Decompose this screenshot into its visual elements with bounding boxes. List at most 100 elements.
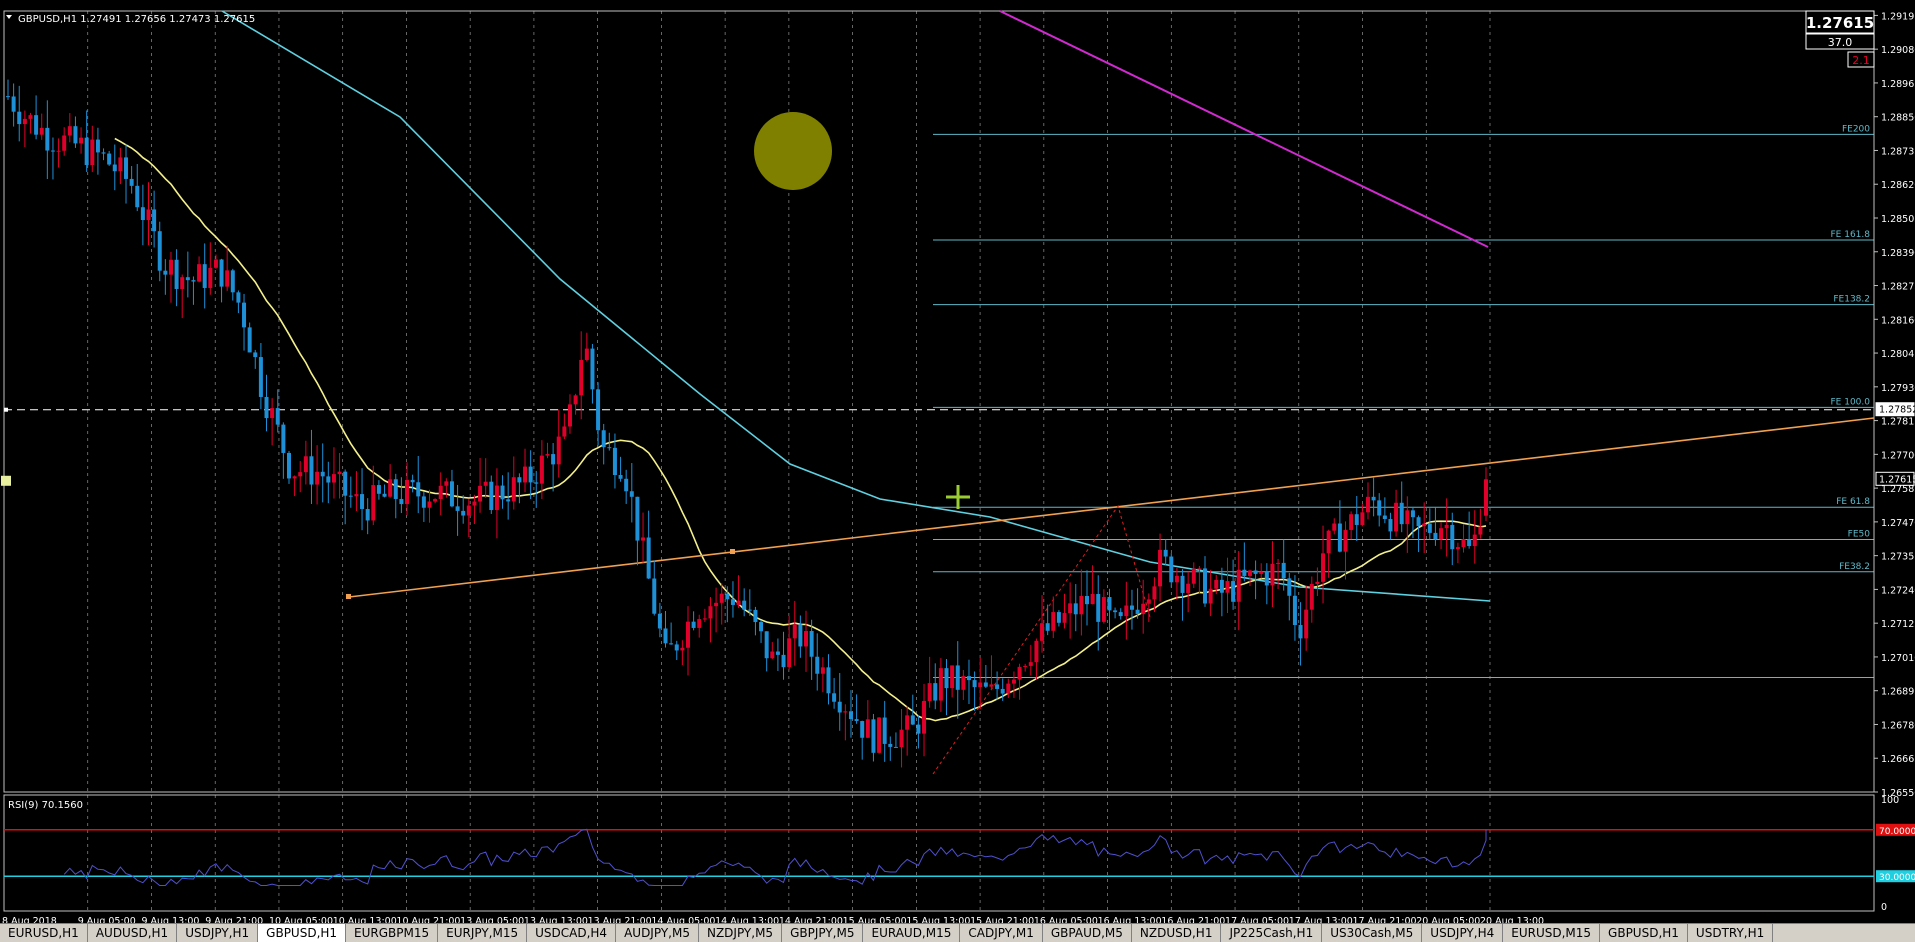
candle-body — [478, 485, 483, 502]
candle-body — [1281, 562, 1286, 579]
candle-body — [1253, 570, 1258, 574]
time-tick-label: 13 Aug 05:00 — [460, 916, 524, 927]
circle-marker — [754, 112, 832, 190]
candle-body — [157, 231, 162, 271]
chart-tab[interactable]: JP225Cash,H1 — [1221, 924, 1323, 942]
chart-tab[interactable]: EURUSD,H1 — [0, 924, 88, 942]
candle-body — [303, 456, 308, 473]
candle-body — [888, 743, 893, 747]
candle-body — [753, 609, 758, 623]
candle-body — [489, 481, 494, 511]
candle-body — [618, 475, 623, 479]
candle-body — [17, 111, 22, 125]
candle-body — [848, 711, 853, 720]
price-box: 1.27615 — [1806, 14, 1874, 32]
candle-body — [1219, 579, 1224, 593]
trendline-anchor — [730, 549, 735, 554]
chart-tab[interactable]: GBPUSD,H1 — [258, 924, 347, 942]
candle-body — [646, 537, 651, 579]
candle-body — [45, 127, 50, 151]
candle-body — [1068, 603, 1073, 614]
candle-body — [629, 491, 634, 497]
rsi-frame — [3, 794, 1875, 912]
candle-body — [253, 352, 258, 358]
candle-body — [405, 479, 410, 505]
price-tick-label: 1.28390 — [1881, 248, 1915, 259]
chart-tab[interactable]: EURUSD,M15 — [1503, 924, 1601, 942]
candle-body — [1017, 666, 1022, 680]
candle-body — [1124, 605, 1129, 617]
candle-body — [826, 667, 831, 694]
chart-tab[interactable]: USDCAD,H4 — [527, 924, 617, 942]
candle-body — [1203, 568, 1208, 604]
candle-body — [1197, 568, 1202, 570]
candle-body — [6, 96, 10, 98]
chart-tab[interactable]: CADJPY,M1 — [960, 924, 1043, 942]
chart-tab[interactable]: US30Cash,M5 — [1322, 924, 1423, 942]
candle-body — [539, 455, 544, 484]
candle-body — [67, 126, 72, 136]
candle-body — [39, 127, 44, 135]
chart-tab[interactable]: NZDJPY,M5 — [699, 924, 783, 942]
chart-tab[interactable]: EURAUD,M15 — [863, 924, 961, 942]
candle-body — [809, 631, 814, 657]
chart-tab[interactable]: AUDJPY,M5 — [616, 924, 699, 942]
chart-tab[interactable]: USDJPY,H4 — [1422, 924, 1504, 942]
candle-body — [242, 302, 247, 328]
chart-tab[interactable]: USDTRY,H1 — [1688, 924, 1774, 942]
candle-body — [1034, 640, 1039, 663]
chart-tab[interactable]: GBPJPY,M5 — [782, 924, 864, 942]
candle-body — [1113, 610, 1118, 613]
candle-body — [893, 746, 898, 748]
candle-body — [1141, 603, 1146, 615]
candle-body — [933, 683, 938, 701]
candlesticks — [6, 79, 1488, 768]
candle-body — [865, 719, 870, 738]
candle-body — [438, 485, 443, 500]
candle-body — [230, 270, 235, 293]
candle-body — [792, 624, 797, 639]
candle-body — [730, 599, 735, 605]
time-tick-label: 16 Aug 21:00 — [1161, 916, 1225, 927]
candle-body — [556, 436, 561, 465]
chart-header: GBPUSD,H1 1.27491 1.27656 1.27473 1.2761… — [18, 14, 255, 25]
candle-body — [1101, 597, 1106, 622]
time-tick-label: 9 Aug 21:00 — [205, 916, 263, 927]
candle-body — [449, 481, 454, 507]
candle-body — [1096, 593, 1101, 622]
rsi-level-box — [1876, 870, 1915, 883]
chart-tab[interactable]: NZDUSD,H1 — [1132, 924, 1222, 942]
candle-body — [736, 600, 741, 605]
candle-body — [663, 628, 668, 644]
rsi-line — [63, 828, 1487, 886]
candle-body — [1118, 612, 1123, 617]
candle-body — [702, 618, 707, 620]
horizontal-line-handle — [4, 407, 8, 412]
candle-body — [1399, 502, 1404, 525]
price-tick-label: 1.28505 — [1881, 214, 1915, 225]
candle-body — [1287, 578, 1292, 596]
candle-body — [837, 701, 842, 713]
chart-menu-icon[interactable] — [6, 15, 12, 19]
chart-tab[interactable]: AUDUSD,H1 — [88, 924, 178, 942]
chart-tab[interactable]: USDJPY,H1 — [177, 924, 259, 942]
trendline-anchor — [346, 594, 351, 599]
candle-body — [1382, 515, 1387, 520]
chart-tab[interactable]: EURJPY,M15 — [438, 924, 528, 942]
rsi-panel: 70.0000 30.0000 100 0 — [4, 795, 1915, 913]
fib-anchor-line — [932, 504, 1151, 775]
price-tick-label: 1.26550 — [1881, 788, 1915, 799]
chart-tab[interactable]: GBPUSD,H1 — [1600, 924, 1688, 942]
move-cursor-icon — [946, 485, 970, 509]
time-tick-label: 13 Aug 21:00 — [588, 916, 652, 927]
candle-body — [1062, 613, 1067, 623]
main-frame — [3, 10, 1875, 793]
candle-body — [1006, 683, 1011, 694]
candle-body — [213, 259, 218, 268]
candle-body — [708, 606, 713, 619]
price-tick-label: 1.27930 — [1881, 383, 1915, 394]
chart-tab[interactable]: GBPAUD,M5 — [1043, 924, 1132, 942]
candle-body — [286, 452, 291, 479]
chart-tab[interactable]: EURGBPM15 — [346, 924, 439, 942]
